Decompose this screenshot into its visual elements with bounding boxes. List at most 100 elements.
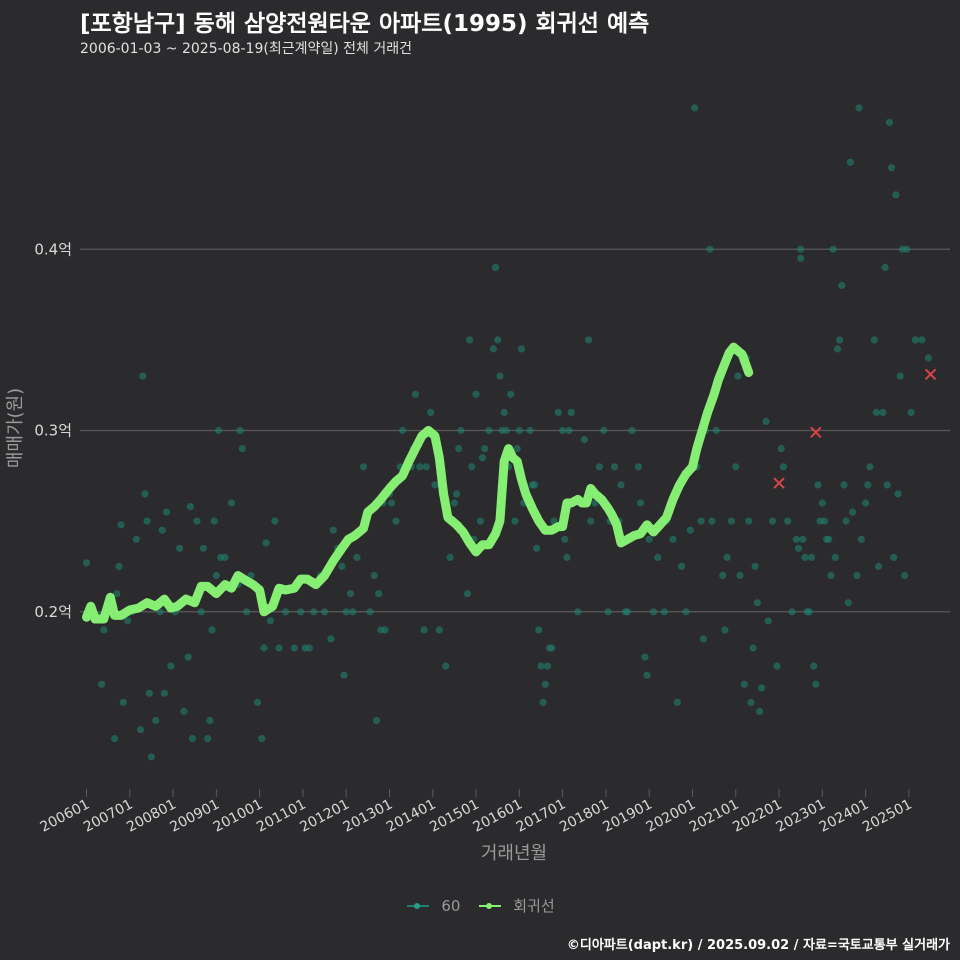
data-point [180,707,188,716]
data-point [442,662,450,670]
data-point [846,158,855,166]
data-point [457,426,465,435]
data-point [262,539,270,547]
data-point [392,517,400,525]
data-point [788,608,796,616]
x-tick-label: 200801 [124,796,179,835]
data-point [243,608,251,616]
outlier-marker [773,477,785,489]
data-point [580,436,588,444]
data-point [836,336,844,344]
data-point [628,426,636,435]
data-point [918,336,926,344]
data-point [699,635,707,643]
data-point [349,608,357,616]
data-point [773,662,781,670]
data-point [585,336,593,344]
data-point [697,517,705,525]
data-point [712,426,720,435]
regression-line [82,342,754,624]
data-point [563,553,571,562]
data-point [253,698,262,707]
data-point [375,590,383,598]
data-point [756,707,764,716]
data-point [321,608,329,616]
data-point [500,408,508,416]
x-tick-label: 202101 [687,796,742,835]
data-point [574,608,582,616]
data-point [669,535,677,543]
data-point [119,698,127,707]
data-point [794,544,803,552]
data-point [533,544,541,552]
x-tick-label: 201201 [297,796,352,835]
data-point [901,571,909,580]
data-point [736,571,744,580]
data-point [468,463,476,471]
x-tick-label: 200701 [81,796,136,835]
data-point [204,735,212,743]
data-point [435,626,443,634]
data-point [673,698,681,707]
data-point [896,372,904,380]
data-point [842,517,850,525]
data-point [799,535,807,543]
data-point [890,553,898,562]
data-point [366,608,374,616]
x-tick-label: 201101 [254,796,309,835]
data-point [807,553,816,562]
data-point [176,544,184,552]
outlier-marker [924,368,937,381]
data-point [812,680,820,688]
x-tick-label: 201501 [427,796,482,835]
data-point [611,463,619,471]
data-point [855,104,863,112]
data-point [156,608,164,616]
data-point [831,553,839,562]
data-point [894,490,902,498]
legend-key-regression [477,898,503,914]
data-point [455,445,463,453]
data-point [561,535,569,543]
outlier-markers [773,368,937,489]
data-point [600,426,608,435]
data-point [539,698,547,707]
legend-item-regression: 회귀선 [477,895,555,916]
data-point [745,517,753,525]
regression-layer [82,342,754,624]
data-point [152,716,160,725]
x-tick-label: 202401 [817,796,872,835]
data-point [158,526,166,534]
data-point [708,517,716,525]
data-point [496,372,504,380]
data-point [779,463,788,471]
data-point [342,608,350,616]
data-point [427,408,435,416]
data-point [221,553,229,562]
data-point [494,336,502,344]
x-tick-label: 201901 [600,796,655,835]
data-point [346,590,355,598]
data-point [879,408,887,416]
y-tick-labels: 0.2억 0.3억 0.4억 [34,240,72,621]
data-point [740,680,749,688]
data-point [310,608,318,616]
data-point [727,517,736,525]
legend-key-60 [405,898,431,914]
data-point [513,445,521,453]
data-point [290,644,298,652]
data-point [145,689,153,697]
data-point [184,653,192,661]
data-point [636,499,645,507]
chart-title: [포항남구] 동해 삼양전원타운 아파트(1995) 회귀선 예측 [80,11,650,37]
data-point [206,716,214,725]
data-point [554,408,562,416]
data-point [266,617,274,625]
data-point [305,644,313,652]
data-point [212,571,220,580]
data-point [686,526,694,534]
data-point [113,590,121,598]
data-point [199,544,207,552]
data-point [768,517,777,525]
data-point [747,698,755,707]
